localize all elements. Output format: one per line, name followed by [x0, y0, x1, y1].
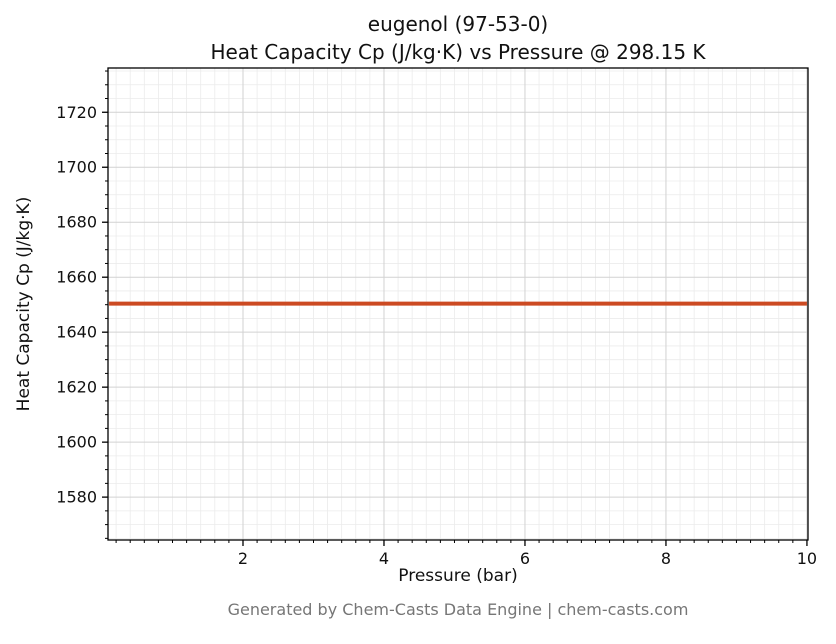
x-tick-label: 2	[238, 549, 248, 568]
y-tick-label: 1720	[56, 103, 97, 122]
y-tick-label: 1580	[56, 488, 97, 507]
y-tick-label: 1620	[56, 378, 97, 397]
chart-title: eugenol (97-53-0) Heat Capacity Cp (J/kg…	[108, 10, 808, 66]
x-tick-label: 6	[520, 549, 530, 568]
x-tick-label: 10	[797, 549, 817, 568]
y-axis-label: Heat Capacity Cp (J/kg·K)	[14, 196, 34, 412]
y-tick-label: 1680	[56, 213, 97, 232]
y-tick-label: 1700	[56, 158, 97, 177]
chart-title-line2: Heat Capacity Cp (J/kg·K) vs Pressure @ …	[210, 40, 706, 64]
plot-border	[107, 67, 809, 541]
x-axis-label: Pressure (bar)	[398, 566, 518, 586]
x-tick-label: 4	[379, 549, 389, 568]
chart-title-line1: eugenol (97-53-0)	[367, 12, 549, 36]
footer-note: Generated by Chem-Casts Data Engine | ch…	[227, 600, 689, 619]
x-tick-label: 8	[661, 549, 671, 568]
y-tick-label: 1600	[56, 433, 97, 452]
y-tick-label: 1640	[56, 323, 97, 342]
y-tick-label: 1660	[56, 268, 97, 287]
